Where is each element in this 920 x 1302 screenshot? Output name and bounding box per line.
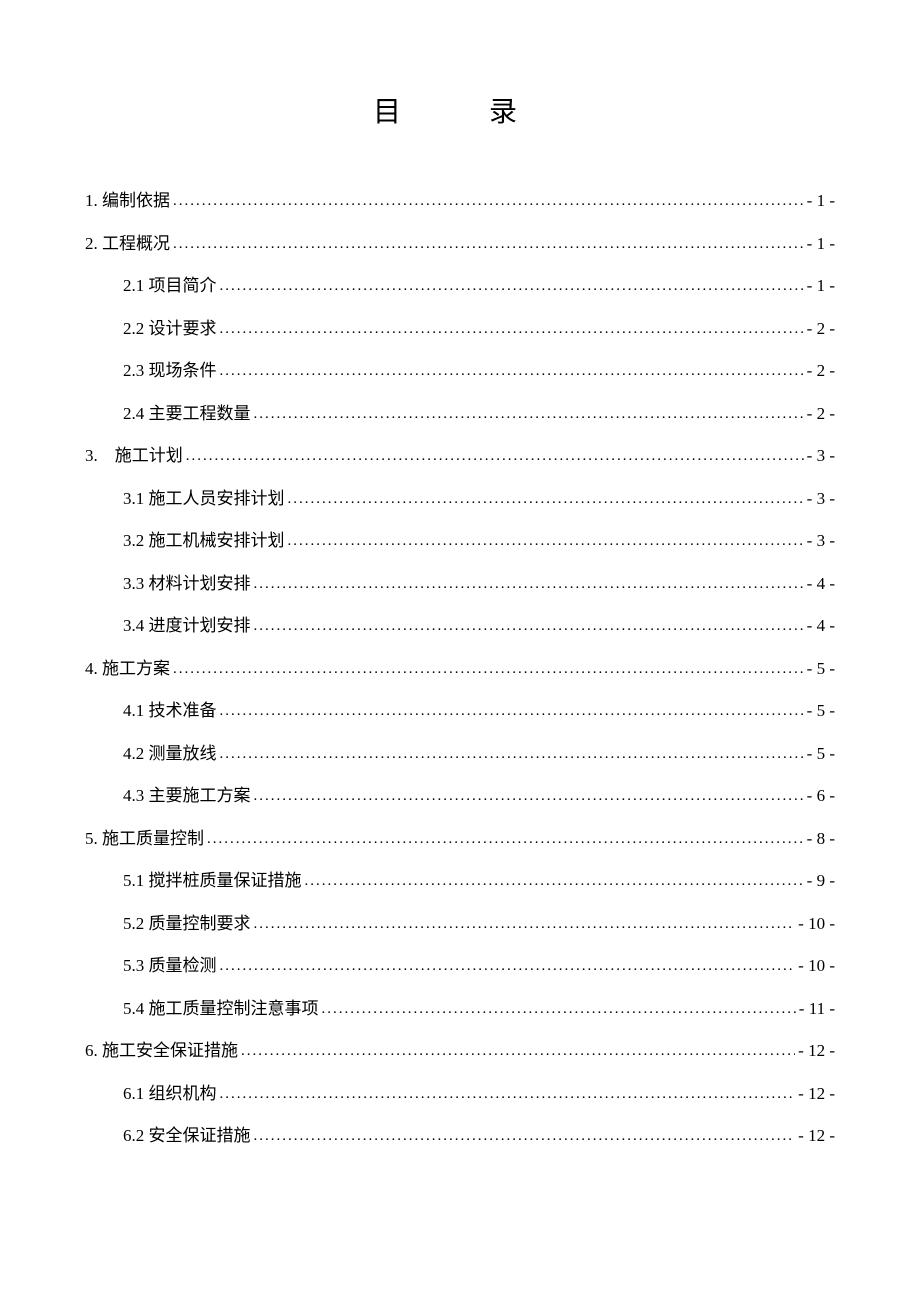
toc-entry-page: - 10 - <box>798 903 835 946</box>
toc-entry-page: - 6 - <box>807 775 835 818</box>
toc-entry: 2. 工程概况 - 1 - <box>85 223 835 266</box>
toc-entry: 3.3 材料计划安排 - 4 - <box>85 563 835 606</box>
toc-entry-label: 5.4 施工质量控制注意事项 <box>123 988 319 1031</box>
toc-entry-page: - 1 - <box>807 180 835 223</box>
toc-leader-dots <box>254 778 804 816</box>
toc-leader-dots <box>220 311 804 349</box>
toc-entry-label: 6.2 安全保证措施 <box>123 1115 251 1158</box>
toc-entry-page: - 1 - <box>807 223 835 266</box>
toc-leader-dots <box>173 183 804 221</box>
toc-entry-page: - 5 - <box>807 733 835 776</box>
toc-leader-dots <box>241 1033 795 1071</box>
toc-entry-label: 3.4 进度计划安排 <box>123 605 251 648</box>
toc-leader-dots <box>173 226 804 264</box>
toc-entry: 2.4 主要工程数量 - 2 - <box>85 393 835 436</box>
toc-entry-label: 3.3 材料计划安排 <box>123 563 251 606</box>
toc-entry-page: - 4 - <box>807 563 835 606</box>
toc-entry-page: - 9 - <box>807 860 835 903</box>
toc-entry: 3.1 施工人员安排计划 - 3 - <box>85 478 835 521</box>
toc-entry: 5.2 质量控制要求 - 10 - <box>85 903 835 946</box>
toc-leader-dots <box>254 566 804 604</box>
toc-leader-dots <box>220 1076 796 1114</box>
toc-entry: 6.1 组织机构 - 12 - <box>85 1073 835 1116</box>
toc-entry: 3.2 施工机械安排计划 - 3 - <box>85 520 835 563</box>
toc-entry-page: - 8 - <box>807 818 835 861</box>
toc-container: 1. 编制依据 - 1 -2. 工程概况 - 1 -2.1 项目简介- 1 -2… <box>85 180 835 1158</box>
toc-leader-dots <box>220 736 804 774</box>
toc-entry-page: - 10 - <box>798 945 835 988</box>
toc-entry: 5. 施工质量控制 - 8 - <box>85 818 835 861</box>
toc-entry: 5.4 施工质量控制注意事项 - 11 - <box>85 988 835 1031</box>
toc-entry: 3.4 进度计划安排 - 4 - <box>85 605 835 648</box>
toc-entry-label: 3.1 施工人员安排计划 <box>123 478 285 521</box>
toc-entry: 3. 施工计划 - 3 - <box>85 435 835 478</box>
toc-entry-label: 2.1 项目简介 <box>123 265 217 308</box>
toc-entry: 5.3 质量检测 - 10 - <box>85 945 835 988</box>
toc-entry-page: - 1 - <box>807 265 835 308</box>
toc-entry-page: - 12 - <box>798 1073 835 1116</box>
toc-entry-page: - 5 - <box>807 648 835 691</box>
toc-entry-label: 3.2 施工机械安排计划 <box>123 520 285 563</box>
toc-entry-page: - 2 - <box>807 393 835 436</box>
toc-entry-label: 2.2 设计要求 <box>123 308 217 351</box>
toc-entry: 2.1 项目简介 - 1 - <box>85 265 835 308</box>
toc-leader-dots <box>254 396 804 434</box>
toc-entry-label: 5. 施工质量控制 <box>85 818 204 861</box>
toc-entry-label: 5.1 搅拌桩质量保证措施 <box>123 860 302 903</box>
toc-leader-dots <box>254 1118 796 1156</box>
toc-leader-dots <box>173 651 804 689</box>
toc-entry-page: - 5 - <box>807 690 835 733</box>
toc-entry-label: 6. 施工安全保证措施 <box>85 1030 238 1073</box>
toc-entry: 4. 施工方案 - 5 - <box>85 648 835 691</box>
toc-entry-page: - 3 - <box>807 520 835 563</box>
toc-entry: 4.2 测量放线 - 5 - <box>85 733 835 776</box>
toc-entry-page: - 12 - <box>798 1030 835 1073</box>
toc-entry: 5.1 搅拌桩质量保证措施 - 9 - <box>85 860 835 903</box>
toc-leader-dots <box>207 821 804 859</box>
toc-leader-dots <box>288 481 804 519</box>
toc-entry-page: - 2 - <box>807 308 835 351</box>
toc-entry: 4.1 技术准备 - 5 - <box>85 690 835 733</box>
toc-leader-dots <box>254 906 796 944</box>
toc-entry-page: - 2 - <box>807 350 835 393</box>
toc-entry: 2.3 现场条件 - 2 - <box>85 350 835 393</box>
toc-leader-dots <box>254 608 804 646</box>
toc-entry-label: 4.3 主要施工方案 <box>123 775 251 818</box>
toc-leader-dots <box>186 438 804 476</box>
toc-entry-label: 4. 施工方案 <box>85 648 170 691</box>
toc-entry-page: - 12 - <box>798 1115 835 1158</box>
toc-entry-label: 2.4 主要工程数量 <box>123 393 251 436</box>
toc-leader-dots <box>305 863 804 901</box>
toc-entry-page: - 3 - <box>807 435 835 478</box>
toc-leader-dots <box>220 693 804 731</box>
toc-entry-label: 2. 工程概况 <box>85 223 170 266</box>
toc-entry-label: 6.1 组织机构 <box>123 1073 217 1116</box>
toc-entry-label: 2.3 现场条件 <box>123 350 217 393</box>
toc-leader-dots <box>288 523 804 561</box>
toc-entry: 2.2 设计要求 - 2 - <box>85 308 835 351</box>
toc-entry: 4.3 主要施工方案 - 6 - <box>85 775 835 818</box>
toc-entry: 6.2 安全保证措施 - 12 - <box>85 1115 835 1158</box>
toc-entry: 6. 施工安全保证措施 - 12 - <box>85 1030 835 1073</box>
toc-entry-label: 3. 施工计划 <box>85 435 183 478</box>
toc-entry-page: - 4 - <box>807 605 835 648</box>
toc-entry-page: - 11 - <box>799 988 835 1031</box>
toc-entry-label: 4.1 技术准备 <box>123 690 217 733</box>
toc-leader-dots <box>220 353 804 391</box>
toc-leader-dots <box>220 948 796 986</box>
toc-leader-dots <box>322 991 796 1029</box>
toc-entry-label: 5.3 质量检测 <box>123 945 217 988</box>
toc-title: 目 录 <box>85 90 835 130</box>
toc-entry-label: 4.2 测量放线 <box>123 733 217 776</box>
toc-leader-dots <box>220 268 804 306</box>
toc-entry-label: 1. 编制依据 <box>85 180 170 223</box>
toc-entry-page: - 3 - <box>807 478 835 521</box>
toc-entry-label: 5.2 质量控制要求 <box>123 903 251 946</box>
toc-entry: 1. 编制依据 - 1 - <box>85 180 835 223</box>
